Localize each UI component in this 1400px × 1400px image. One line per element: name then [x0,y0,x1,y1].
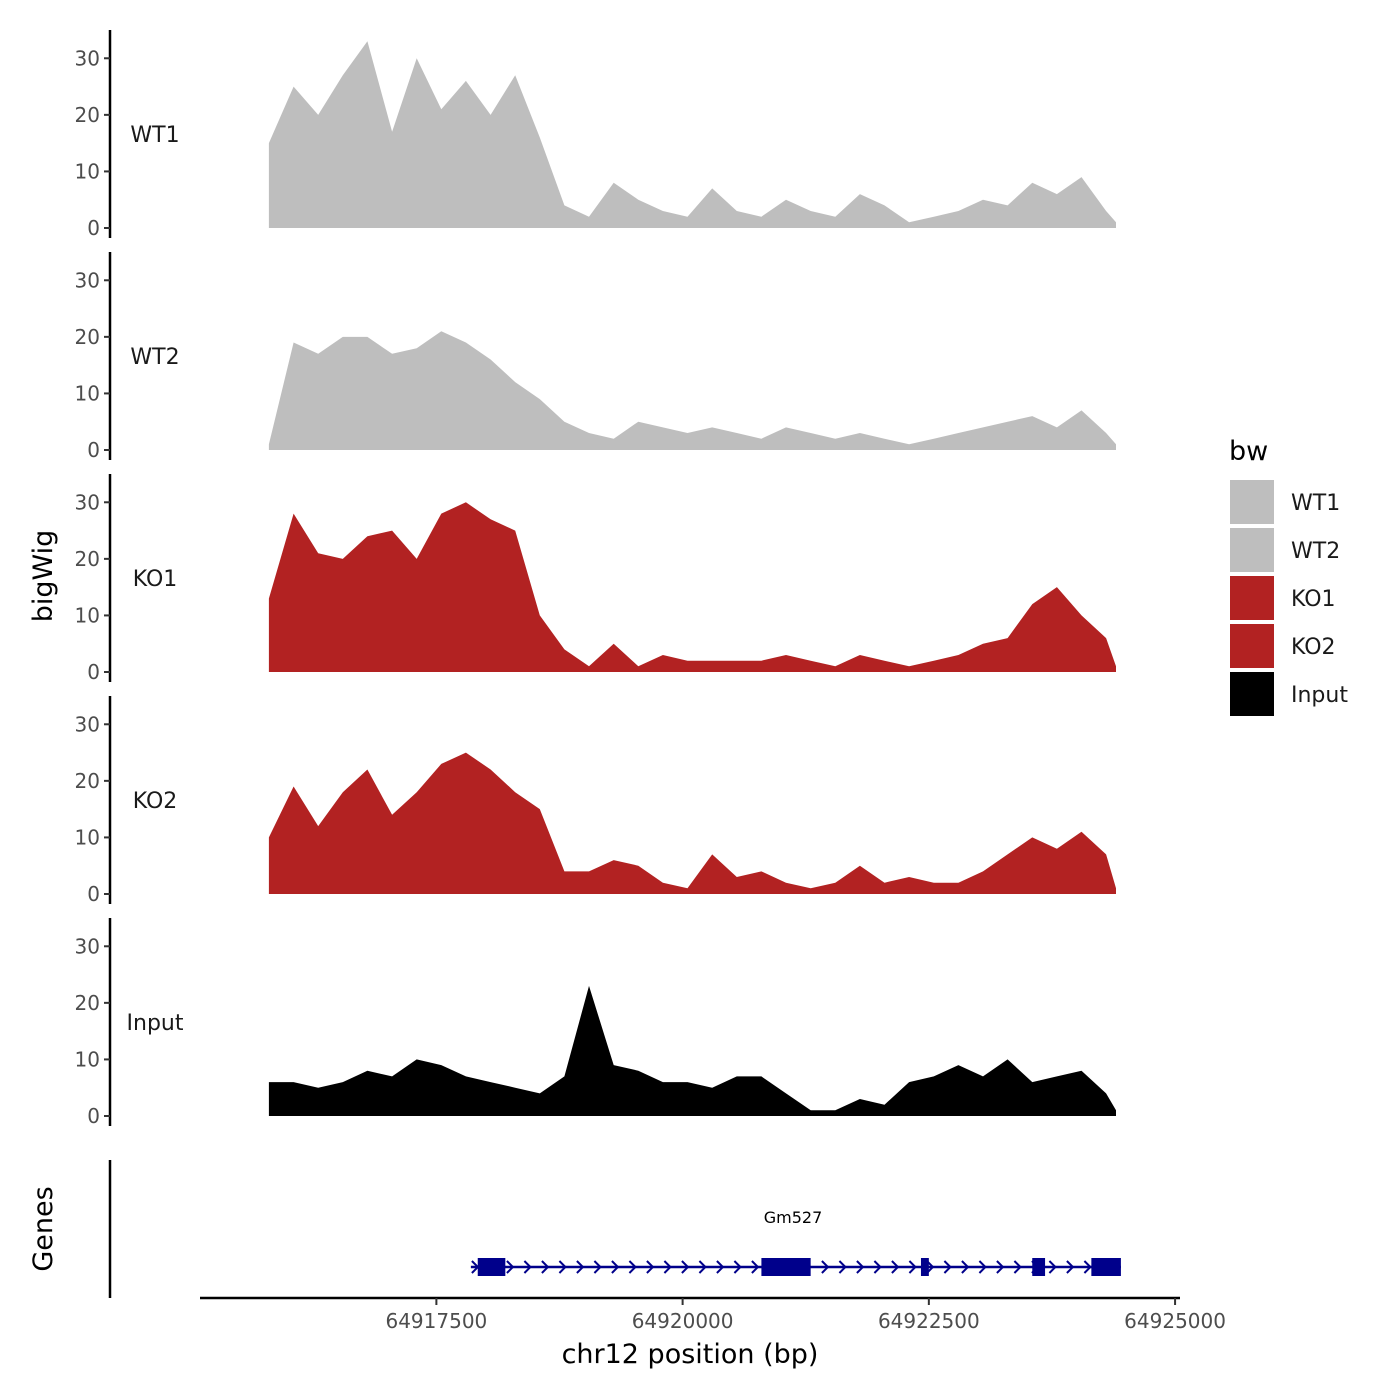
strand-chevron [751,1260,760,1274]
legend-label-ko1: KO1 [1291,587,1336,612]
strand-chevron [646,1260,655,1274]
strand-chevron [961,1260,970,1274]
legend-key-input [1230,672,1274,716]
x-tick-label: 64920000 [632,1309,734,1333]
y-tick-label: 0 [87,882,100,906]
strand-chevron [943,1260,952,1274]
y-tick-label: 0 [87,660,100,684]
y-tick-label: 20 [75,769,100,793]
legend-key-ko1 [1230,576,1274,620]
strand-chevron [733,1260,742,1274]
track-area-ko1 [268,502,1116,672]
strand-chevron [558,1260,567,1274]
gene-exon-5 [1091,1258,1121,1276]
strand-chevron [663,1260,672,1274]
y-tick-label: 10 [75,603,100,627]
strand-chevron [716,1260,725,1274]
legend-label-wt2: WT2 [1291,539,1340,564]
legend-label-wt1: WT1 [1291,491,1340,516]
gene-exon-2 [761,1258,811,1276]
strand-chevron [1013,1260,1022,1274]
track-label-input: Input [127,1011,184,1036]
track-area-ko2 [268,752,1116,894]
strand-chevron [576,1260,585,1274]
y-tick-label: 10 [75,381,100,405]
gene-exon-4 [1032,1258,1046,1276]
strand-chevron [926,1260,935,1274]
strand-chevron [541,1260,550,1274]
track-area-wt1 [268,41,1116,228]
x-tick-label: 64917500 [385,1309,487,1333]
strand-chevron [838,1260,847,1274]
y-tick-label: 10 [75,1047,100,1071]
strand-chevron [1048,1260,1057,1274]
strand-chevron [698,1260,707,1274]
strand-chevron [873,1260,882,1274]
y-tick-label: 0 [87,1104,100,1128]
y-tick-label: 20 [75,103,100,127]
track-area-wt2 [268,331,1116,450]
gene-exon-1 [477,1258,506,1276]
x-axis-title: chr12 position (bp) [562,1339,819,1370]
strand-chevron [856,1260,865,1274]
y-tick-label: 20 [75,325,100,349]
gene-exon-3 [920,1258,929,1276]
strand-chevron [628,1260,637,1274]
strand-chevron [996,1260,1005,1274]
x-tick-label: 64922500 [878,1309,980,1333]
strand-chevron [908,1260,917,1274]
strand-chevron [821,1260,830,1274]
strand-chevron [1066,1260,1075,1274]
strand-chevron [681,1260,690,1274]
y-tick-label: 30 [75,490,100,514]
y-tick-label: 10 [75,159,100,183]
y-tick-label: 30 [75,934,100,958]
legend-key-wt1 [1230,480,1274,524]
y-tick-label: 20 [75,547,100,571]
y-tick-label: 0 [87,438,100,462]
y-tick-label: 30 [75,46,100,70]
y-tick-label: 30 [75,268,100,292]
legend-key-wt2 [1230,528,1274,572]
y-tick-label: 0 [87,216,100,240]
track-area-input [268,985,1116,1116]
strand-chevron [611,1260,620,1274]
y-tick-label: 30 [75,712,100,736]
y-tick-label: 20 [75,991,100,1015]
x-tick-label: 64925000 [1124,1309,1226,1333]
track-label-wt1: WT1 [130,123,179,148]
legend-key-ko2 [1230,624,1274,668]
strand-chevron [523,1260,532,1274]
track-label-ko2: KO2 [133,789,178,814]
strand-chevron [978,1260,987,1274]
strand-chevron [593,1260,602,1274]
strand-chevron [891,1260,900,1274]
strand-chevron [1083,1260,1092,1274]
track-label-wt2: WT2 [130,345,179,370]
gene-label: Gm527 [764,1208,823,1227]
legend-label-input: Input [1291,683,1348,708]
strand-chevron [506,1260,515,1274]
legend-label-ko2: KO2 [1291,635,1336,660]
y-tick-label: 10 [75,825,100,849]
legend-title: bw [1229,436,1268,467]
genes-axis-title: Genes [28,1186,59,1271]
track-label-ko1: KO1 [133,567,178,592]
y-axis-title: bigWig [28,530,59,623]
